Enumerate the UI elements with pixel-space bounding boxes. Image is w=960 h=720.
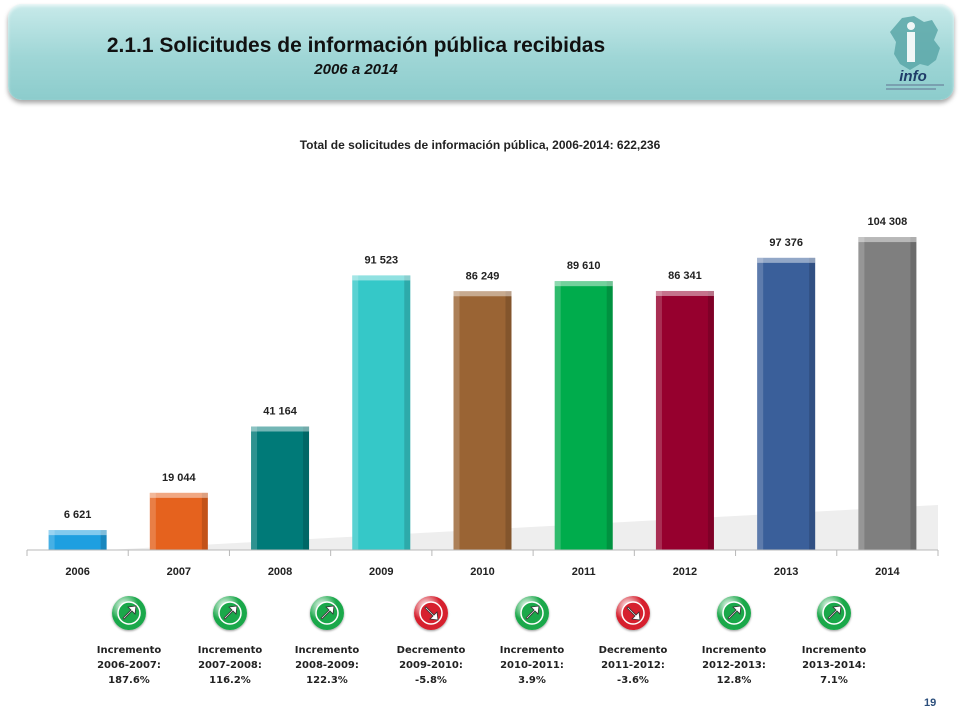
bar-2007 xyxy=(149,492,208,550)
bar-cap xyxy=(352,275,411,281)
bar-cap xyxy=(655,290,714,296)
bar-highlight xyxy=(554,281,561,550)
change-label: Incremento 2012-2013: 12.8% xyxy=(701,645,767,686)
arrow-up-right-icon xyxy=(717,596,751,630)
bar-highlight xyxy=(149,492,156,550)
bar-2007: 19 044 xyxy=(149,472,208,550)
tick-label: 2010 xyxy=(470,566,494,578)
bar-2011: 89 610 xyxy=(554,260,613,550)
bar-highlight xyxy=(251,426,258,550)
bar-shade xyxy=(303,426,310,550)
change-indicator: Incremento 2012-2013: 12.8% xyxy=(689,596,779,688)
change-indicators: Incremento 2006-2007: 187.6% Incremento 2… xyxy=(0,596,960,696)
bar-shade xyxy=(606,281,613,550)
tick-label: 2013 xyxy=(774,566,798,578)
tick-label: 2011 xyxy=(572,566,596,578)
bar-highlight xyxy=(453,291,460,550)
bar-2009 xyxy=(352,275,411,550)
change-label: Decremento 2011-2012: -3.6% xyxy=(598,645,668,686)
bar-cap xyxy=(149,492,208,498)
page-title: 2.1.1 Solicitudes de información pública… xyxy=(106,34,606,57)
header-banner: 2.1.1 Solicitudes de información pública… xyxy=(8,4,954,100)
bar-highlight xyxy=(858,237,865,551)
page-number: 19 xyxy=(924,697,937,709)
change-indicator: Decremento 2009-2010: -5.8% xyxy=(386,596,476,688)
value-label: 91 523 xyxy=(364,254,398,266)
bar-highlight xyxy=(757,257,764,550)
value-label: 97 376 xyxy=(769,237,803,249)
tick-label: 2009 xyxy=(369,566,393,578)
change-indicator: Decremento 2011-2012: -3.6% xyxy=(588,596,678,688)
value-label: 86 341 xyxy=(668,270,702,282)
change-indicator: Incremento 2010-2011: 3.9% xyxy=(487,596,577,688)
bar-2012 xyxy=(655,290,714,550)
change-indicator: Incremento 2006-2007: 187.6% xyxy=(84,596,174,688)
value-label: 19 044 xyxy=(162,472,197,484)
x-axis: 2006 2007 2008 2009 2010 2011 2012 2013 2014 xyxy=(26,549,939,578)
arrow-up-right-icon xyxy=(310,596,344,630)
bar-2006: 6 621 xyxy=(48,509,107,550)
bar-shade xyxy=(505,291,512,550)
change-label: Incremento 2008-2009: 122.3% xyxy=(294,645,360,686)
bar-chart: 6 621 19 044 41 164 91 523 86 249 89 610 86 34… xyxy=(26,216,939,578)
bar-cap xyxy=(48,530,107,536)
value-label: 86 249 xyxy=(466,270,500,282)
chart-title: Total de solicitudes de información públ… xyxy=(299,138,661,152)
value-label: 41 164 xyxy=(263,406,298,418)
logo-text: info xyxy=(899,68,927,85)
bar-highlight xyxy=(48,530,55,550)
tick-label: 2006 xyxy=(65,566,89,578)
bar-cap xyxy=(757,257,816,263)
arrow-down-right-icon xyxy=(414,596,448,630)
change-indicator: Incremento 2007-2008: 116.2% xyxy=(185,596,275,688)
bar-shade xyxy=(201,492,208,550)
bars: 6 621 19 044 41 164 91 523 86 249 89 610 86 34… xyxy=(48,216,917,551)
bar-highlight xyxy=(352,275,359,550)
change-label: Incremento 2010-2011: 3.9% xyxy=(499,645,565,686)
bar-shade xyxy=(707,290,714,550)
tick-label: 2014 xyxy=(875,566,900,578)
tick-label: 2012 xyxy=(673,566,697,578)
page-subtitle: 2006 a 2014 xyxy=(314,61,398,78)
bar-2006 xyxy=(48,530,107,550)
bar-highlight xyxy=(655,290,662,550)
bar-2014 xyxy=(858,237,917,551)
change-label: Decremento 2009-2010: -5.8% xyxy=(396,645,466,686)
bar-2013: 97 376 xyxy=(757,237,816,550)
bar-2008 xyxy=(251,426,310,550)
arrow-up-right-icon xyxy=(817,596,851,630)
bar-2012: 86 341 xyxy=(655,270,714,550)
change-label: Incremento 2013-2014: 7.1% xyxy=(801,645,867,686)
bar-2010 xyxy=(453,291,512,550)
arrow-up-right-icon xyxy=(112,596,146,630)
bar-2009: 91 523 xyxy=(352,254,411,550)
change-label: Incremento 2007-2008: 116.2% xyxy=(197,645,263,686)
tick-label: 2007 xyxy=(167,566,191,578)
change-indicator: Incremento 2013-2014: 7.1% xyxy=(789,596,879,688)
change-indicator: Incremento 2008-2009: 122.3% xyxy=(282,596,372,688)
arrow-down-right-icon xyxy=(616,596,650,630)
bar-2014: 104 308 xyxy=(858,216,917,551)
bar-2010: 86 249 xyxy=(453,270,512,550)
arrow-up-right-icon xyxy=(515,596,549,630)
value-label: 104 308 xyxy=(868,216,908,228)
bar-cap xyxy=(251,426,310,432)
bar-2013 xyxy=(757,257,816,550)
bar-shade xyxy=(404,275,411,550)
change-label: Incremento 2006-2007: 187.6% xyxy=(96,645,162,686)
tick-label: 2008 xyxy=(268,566,292,578)
bar-cap xyxy=(858,237,917,243)
bar-cap xyxy=(453,291,512,297)
bar-shade xyxy=(910,237,917,551)
value-label: 6 621 xyxy=(64,509,92,521)
bar-2011 xyxy=(554,281,613,550)
value-label: 89 610 xyxy=(567,260,601,272)
bar-cap xyxy=(554,281,613,287)
logo-icon xyxy=(886,16,944,90)
arrow-up-right-icon xyxy=(213,596,247,630)
bar-2008: 41 164 xyxy=(251,406,310,550)
bar-shade xyxy=(809,257,816,550)
bar-shade xyxy=(100,530,107,550)
